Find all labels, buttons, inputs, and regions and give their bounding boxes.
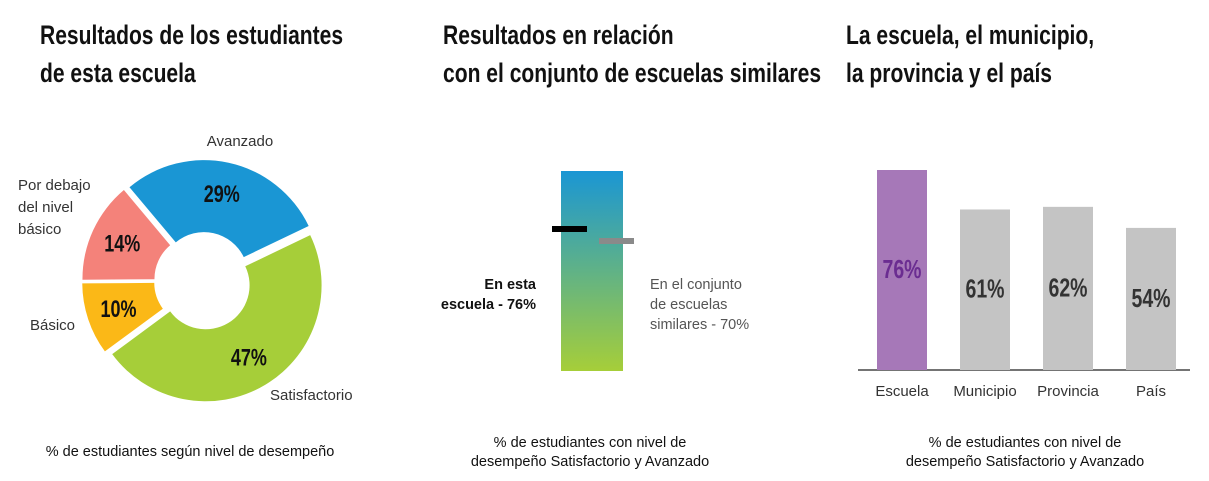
bars-title: La escuela, el municipio, la provincia y… xyxy=(846,16,1094,92)
bars-caption: % de estudiantes con nivel de desempeño … xyxy=(860,434,1190,472)
donut-caption: % de estudiantes según nivel de desempeñ… xyxy=(20,443,360,462)
similar-schools-marker-label: En el conjunto de escuelas similares - 70% xyxy=(650,277,749,333)
bars-title-line: la provincia y el país xyxy=(846,58,1053,88)
panel-similar-schools: Resultados en relación con el conjunto d… xyxy=(400,0,821,481)
donut-title-line: Resultados de los estudiantes xyxy=(40,20,344,50)
donut-slice xyxy=(82,190,171,280)
donut-slice xyxy=(112,235,322,402)
donut-caption-line: % de estudiantes según nivel de desempeñ… xyxy=(45,444,335,460)
comparison-title-line: con el conjunto de escuelas similares xyxy=(443,58,822,88)
comparison-caption: % de estudiantes con nivel de desempeño … xyxy=(440,434,740,472)
bars-caption-line: % de estudiantes con nivel de xyxy=(928,435,1122,451)
bar xyxy=(960,209,1010,370)
donut-title: Resultados de los estudiantes de esta es… xyxy=(40,16,343,92)
donut-category-label: Básico xyxy=(30,317,75,334)
similar-schools-marker xyxy=(599,238,634,244)
bar xyxy=(1126,227,1176,370)
bar-value-label: 62% xyxy=(1048,273,1087,302)
donut-category-label: Avanzado xyxy=(207,133,273,150)
comparison-title-line: Resultados en relación xyxy=(443,20,674,50)
bar-category-label: País xyxy=(1136,383,1166,400)
donut-value-label: 47% xyxy=(231,345,267,371)
donut-value-label: 10% xyxy=(101,297,137,323)
donut-value-label: 14% xyxy=(104,231,140,257)
donut-chart: 29% Avanzado 47%Satisfactorio 10% Básico 14% P… xyxy=(18,133,353,404)
bar-category-label: Escuela xyxy=(875,383,929,400)
bar xyxy=(1043,206,1093,370)
bar-category-label: Municipio xyxy=(953,383,1016,400)
bars-caption-line: desempeño Satisfactorio y Avanzado xyxy=(905,454,1145,470)
bar-value-label: 76% xyxy=(882,254,921,283)
comparison-title: Resultados en relación con el conjunto d… xyxy=(443,16,821,92)
comparison-caption-line: % de estudiantes con nivel de xyxy=(493,435,687,451)
panel-regional-comparison: La escuela, el municipio, la provincia y… xyxy=(810,0,1209,481)
bar-value-label: 54% xyxy=(1131,283,1170,312)
panel-school-results: Resultados de los estudiantes de esta es… xyxy=(0,0,400,481)
bars-title-line: La escuela, el municipio, xyxy=(846,20,1095,50)
bar-category-label: Provincia xyxy=(1037,383,1099,400)
donut-title-line: de esta escuela xyxy=(40,58,196,88)
donut-slice xyxy=(129,160,309,258)
school-marker-label: En esta escuela - 76% xyxy=(441,277,537,313)
donut-slice xyxy=(82,282,163,352)
gradient-scale-bar xyxy=(561,171,623,371)
donut-value-label: 29% xyxy=(204,182,240,208)
comparison-caption-line: desempeño Satisfactorio y Avanzado xyxy=(470,454,710,470)
school-marker xyxy=(552,226,587,232)
donut-category-label: Satisfactorio xyxy=(270,387,353,404)
comparison-scale-chart: En esta escuela - 76% En el conjunto de esc… xyxy=(441,171,749,371)
bar-value-label: 61% xyxy=(965,274,1004,303)
bar xyxy=(877,170,927,370)
donut-category-label: Por debajo del nivel básico xyxy=(18,177,91,238)
regional-bar-chart: 76% Escuela 61% Municipio 62% Provincia 54% Paí… xyxy=(858,170,1190,400)
